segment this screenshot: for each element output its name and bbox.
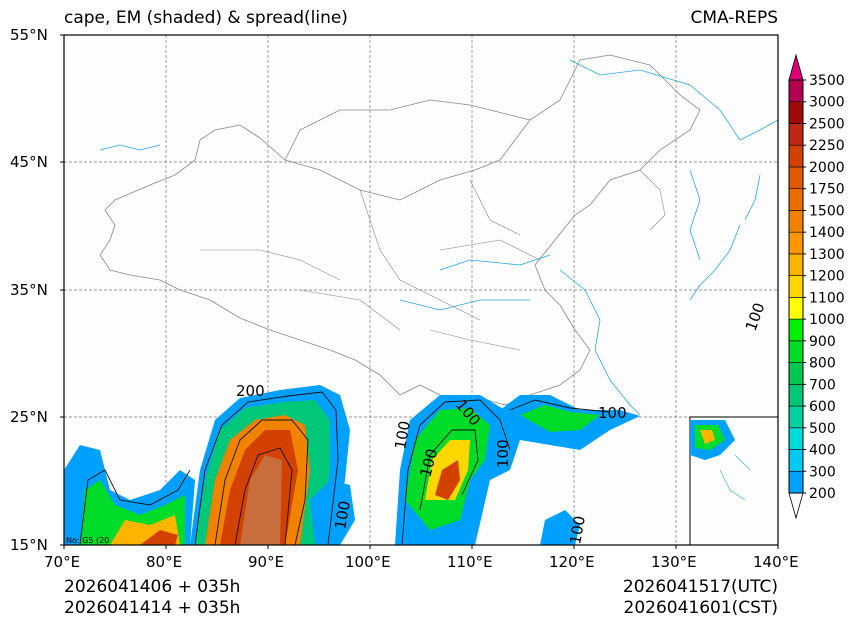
colorbar-label: 3500 (809, 73, 845, 89)
spread-contours (79, 391, 611, 545)
colorbar-segment (788, 427, 804, 450)
init-time-utc: 2026041406 + 035h (64, 577, 241, 597)
colorbar-max-extension (788, 53, 804, 81)
contour-label: 100 (566, 514, 589, 545)
colorbar-label: 1500 (809, 203, 845, 219)
inset-shading (700, 430, 715, 444)
lon-label-130: 130°E (651, 553, 697, 571)
contour-label: 200 (236, 382, 265, 400)
lat-label-45: 45°N (10, 153, 48, 171)
lat-label-25: 25°N (10, 408, 48, 426)
colorbar-label: 1750 (809, 182, 845, 198)
colorbar-segment (788, 231, 804, 255)
lon-label-140: 140°E (753, 553, 799, 571)
colorbar-label: 1400 (809, 225, 845, 241)
mongolia-border (284, 99, 531, 161)
colorbar-segment (788, 275, 804, 298)
colorbar-label: 800 (809, 356, 836, 372)
japan-coast (689, 174, 761, 301)
lon-label-80: 80°E (146, 553, 183, 571)
colorbar-segment (788, 318, 804, 342)
colorbar-label: 1100 (809, 290, 845, 306)
lon-label-120: 120°E (549, 553, 595, 571)
lon-label-90: 90°E (248, 553, 285, 571)
colorbar-label: 1300 (809, 247, 845, 263)
colorbar-segment (788, 340, 804, 363)
contour-label: 100 (331, 499, 354, 530)
contour-label: 100 (391, 419, 414, 450)
lat-label-15: 15°N (10, 536, 48, 554)
colorbar-segment (788, 101, 804, 124)
colorbar-segment (788, 470, 804, 494)
model-name: CMA-REPS (690, 8, 778, 28)
colorbar-segment (788, 210, 804, 233)
colorbar-segment (788, 297, 804, 320)
colorbar-label: 3000 (809, 95, 845, 111)
colorbar-label: 1000 (809, 312, 845, 328)
colorbar-label: 200 (809, 486, 836, 502)
province-lines (200, 169, 666, 351)
inset-coast (719, 454, 751, 501)
lat-label-55: 55°N (10, 26, 48, 44)
valid-time-cst: 2026041601(CST) (623, 598, 778, 618)
colorbar-segment (788, 144, 804, 168)
footnote: No: G5 (20 (66, 536, 109, 545)
colorbar-segment (788, 123, 804, 146)
colorbar-segment (788, 405, 804, 429)
colorbar-segment (788, 253, 804, 276)
lon-label-70: 70°E (44, 553, 81, 571)
colorbar-label: 500 (809, 421, 836, 437)
map-title: cape, EM (shaded) & spread(line) (64, 8, 348, 28)
init-time-cst: 2026041414 + 035h (64, 598, 241, 618)
colorbar-segment (788, 79, 804, 103)
cape-shading (64, 385, 640, 545)
tick-marks (60, 34, 779, 549)
colorbar-label: 2500 (809, 116, 845, 132)
colorbar-label: 2000 (809, 160, 845, 176)
lon-label-110: 110°E (447, 553, 493, 571)
colorbar-segment (788, 166, 804, 189)
colorbar-label: 900 (809, 334, 836, 350)
contour-label: 100 (494, 439, 512, 468)
lon-label-100: 100°E (345, 553, 391, 571)
country-border (99, 54, 701, 406)
colorbar-min-extension (788, 492, 804, 520)
coastline (99, 59, 778, 416)
valid-time-utc: 2026041517(UTC) (622, 577, 778, 597)
colorbar-label: 400 (809, 443, 836, 459)
contour-labels: 200 100 100 100 100 100 100 100 100 (236, 300, 769, 545)
contour-label: 100 (598, 404, 627, 422)
colorbar-label: 600 (809, 399, 836, 415)
colorbar-segment (788, 188, 804, 211)
colorbar-outline (788, 79, 804, 494)
colorbar-label: 300 (809, 464, 836, 480)
colorbar-label: 700 (809, 377, 836, 393)
colorbar-segment (788, 384, 804, 407)
lat-label-35: 35°N (10, 281, 48, 299)
colorbar-segment (788, 449, 804, 472)
colorbar-label: 2250 (809, 138, 845, 154)
colorbar-segment (788, 362, 804, 385)
colorbar: 200 300 400 500 600 700 800 900 1000 1100 1200 1300… (788, 53, 845, 520)
colorbar-label: 1200 (809, 269, 845, 285)
